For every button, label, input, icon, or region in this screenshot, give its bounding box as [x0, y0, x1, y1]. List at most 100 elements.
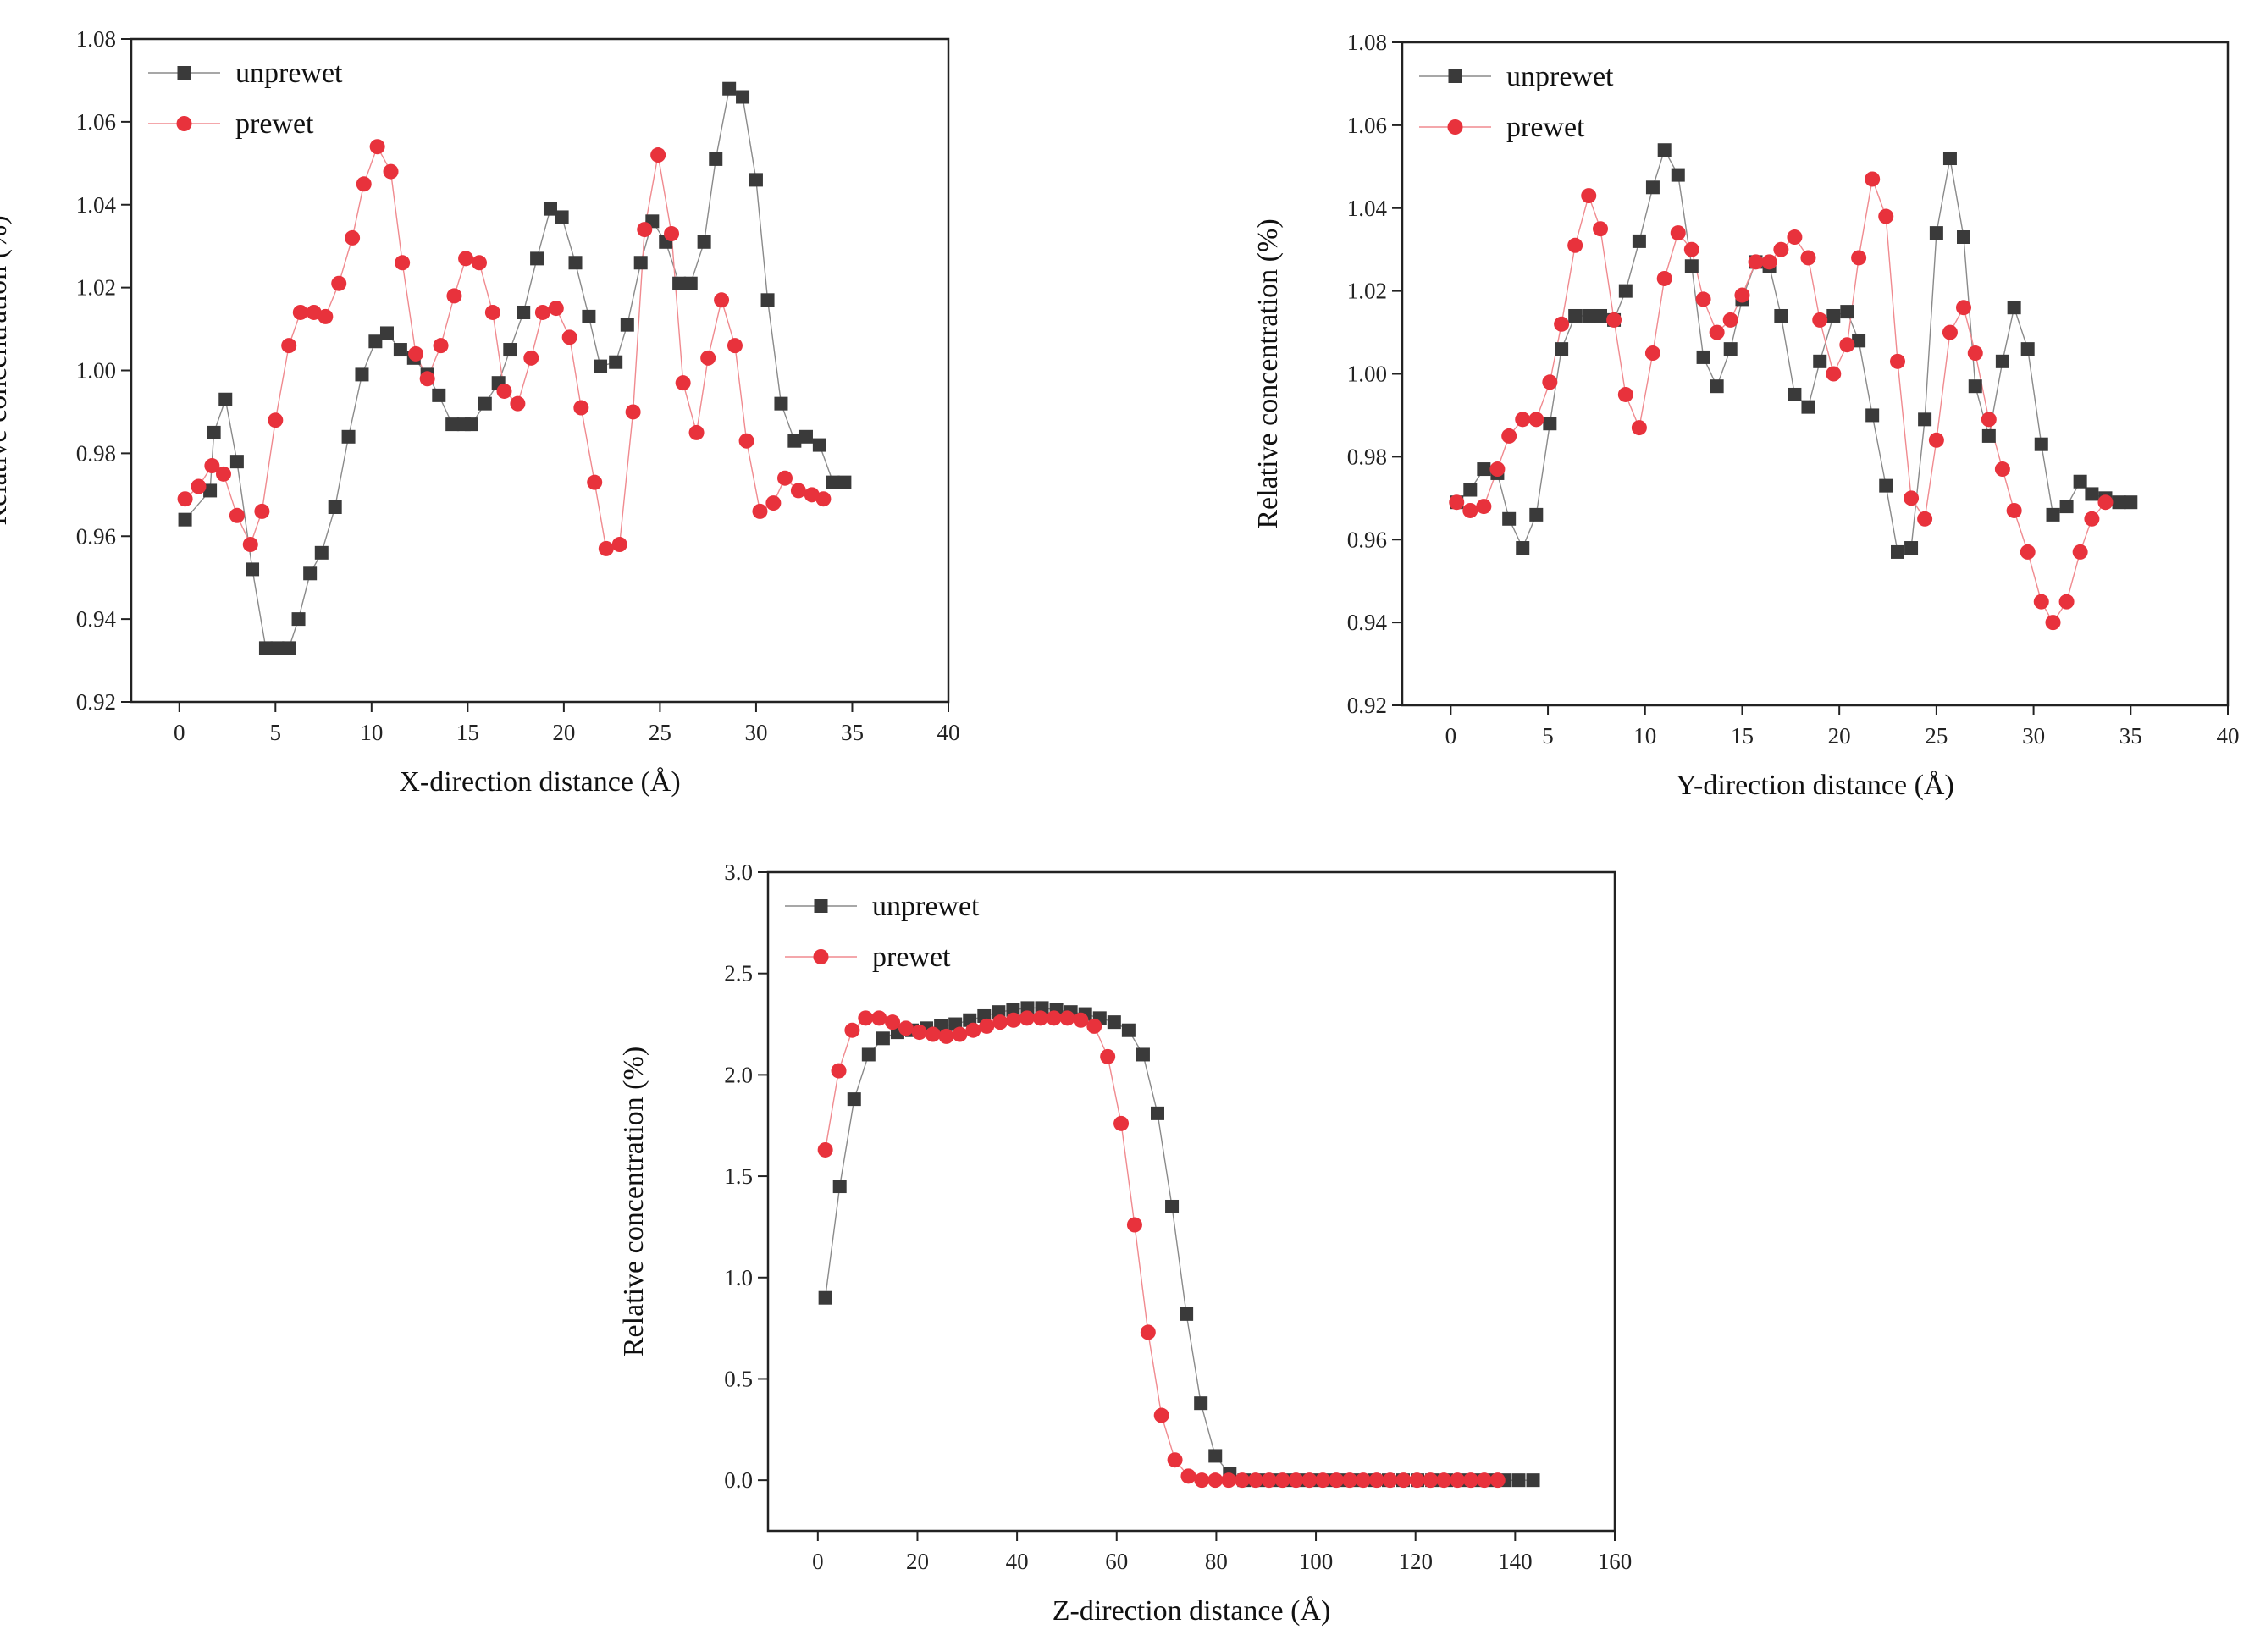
prewet-data-point [790, 483, 806, 499]
prewet-data-point [268, 412, 284, 428]
y-tick-label: 3.0 [724, 859, 753, 885]
prewet-data-point [395, 255, 411, 271]
prewet-data-point [1329, 1472, 1345, 1489]
x-tick-label: 100 [1299, 1549, 1334, 1574]
unprewet-data-point [2059, 500, 2074, 514]
prewet-data-point [1100, 1048, 1116, 1064]
prewet-data-point [587, 474, 603, 490]
x-tick-label: 35 [2119, 723, 2142, 749]
y-tick-label: 2.5 [724, 961, 753, 986]
prewet-data-point [1032, 1010, 1048, 1026]
unprewet-data-point [464, 417, 478, 432]
prewet-data-point [318, 308, 334, 324]
y-tick-label: 1.08 [1347, 30, 1387, 55]
unprewet-data-point [1555, 342, 1569, 356]
unprewet-data-point [2124, 495, 2138, 510]
prewet-data-point [1126, 1217, 1142, 1233]
unprewet-data-point [393, 343, 407, 357]
prewet-data-point [1382, 1472, 1398, 1489]
prewet-data-point [1261, 1472, 1277, 1489]
unprewet-data-point [543, 202, 557, 216]
prewet-data-point [345, 229, 361, 246]
unprewet-data-point [1710, 379, 1724, 394]
prewet-data-point [1994, 461, 2010, 478]
y-axis-title: Relative concentration (%) [0, 215, 13, 525]
y-tick-label: 0.0 [724, 1467, 753, 1493]
prewet-data-point [1567, 237, 1583, 253]
y-tick-label: 1.06 [1347, 113, 1387, 138]
prewet-data-point [992, 1014, 1008, 1030]
prewet-data-point [2097, 494, 2114, 511]
x-tick-label: 0 [1445, 723, 1457, 749]
x-tick-label: 30 [2022, 723, 2045, 749]
unprewet-data-point [328, 500, 342, 514]
unprewet-data-point [1594, 308, 1607, 323]
y-tick-label: 1.02 [1347, 279, 1387, 304]
unprewet-data-point [1968, 379, 1982, 394]
unprewet-series-line [824, 1007, 1533, 1481]
unprewet-data-point [1136, 1047, 1150, 1062]
prewet-data-point [664, 226, 680, 242]
unprewet-data-point [1582, 308, 1596, 323]
unprewet-data-point [1813, 354, 1827, 368]
unprewet-data-point [1840, 305, 1854, 319]
prewet-data-point [885, 1014, 901, 1030]
prewet-data-point [229, 507, 245, 523]
unprewet-data-point [1981, 428, 1996, 443]
x-tick-label: 60 [1105, 1549, 1128, 1574]
unprewet-data-point [1463, 483, 1478, 497]
prewet-data-point [871, 1010, 887, 1026]
x-axis-title: Y-direction distance (Å) [1676, 770, 1954, 801]
prewet-data-point [1274, 1472, 1290, 1489]
prewet-data-point [356, 176, 372, 192]
unprewet-data-point [2034, 437, 2048, 451]
unprewet-data-point [1957, 230, 1970, 245]
prewet-data-point [510, 395, 526, 412]
legend-marker-prewet [176, 116, 192, 131]
unprewet-data-point [2007, 301, 2021, 315]
prewet-data-point [1059, 1010, 1075, 1026]
unprewet-data-point [749, 173, 763, 187]
prewet-data-point [2084, 511, 2100, 527]
unprewet-data-point [826, 475, 840, 489]
prewet-data-point [1826, 366, 1842, 382]
unprewet-data-point [1801, 400, 1815, 414]
prewet-data-point [1890, 353, 1905, 369]
x-tick-label: 80 [1205, 1549, 1228, 1574]
y-tick-label: 1.02 [76, 275, 116, 301]
unprewet-data-point [1723, 342, 1738, 356]
prewet-data-point [1542, 374, 1558, 390]
prewet-data-point [1787, 229, 1803, 246]
unprewet-data-point [1865, 408, 1880, 423]
unprewet-data-point [282, 641, 296, 655]
y-tick-label: 1.04 [76, 192, 117, 218]
prewet-data-point [1395, 1472, 1412, 1489]
x-tick-label: 35 [841, 720, 864, 745]
prewet-data-point [1917, 511, 1933, 527]
prewet-data-point [254, 503, 270, 519]
legend-label-prewet: prewet [872, 942, 951, 973]
prewet-data-point [738, 433, 754, 449]
prewet-data-point [1878, 208, 1894, 224]
unprewet-data-point [568, 256, 583, 270]
prewet-data-point [306, 304, 322, 320]
unprewet-data-point [1151, 1106, 1164, 1120]
legend-label-unprewet: unprewet [235, 58, 343, 89]
unprewet-data-point [2085, 487, 2099, 501]
unprewet-data-point [203, 483, 218, 498]
prewet-data-point [242, 537, 258, 553]
x-tick-label: 15 [456, 720, 479, 745]
unprewet-data-point [1929, 226, 1943, 240]
unprewet-data-point [258, 641, 273, 655]
unprewet-data-point [774, 396, 788, 411]
prewet-data-point [1644, 345, 1660, 362]
unprewet-data-point [1657, 143, 1672, 157]
y-tick-label: 0.94 [1347, 610, 1388, 635]
prewet-data-point [2072, 544, 2088, 560]
prewet-data-point [1515, 412, 1531, 428]
prewet-data-point [2058, 594, 2075, 610]
prewet-data-point [1019, 1010, 1035, 1026]
unprewet-data-point [1568, 308, 1583, 323]
unprewet-data-point [760, 293, 775, 307]
prewet-data-point [1734, 287, 1750, 303]
